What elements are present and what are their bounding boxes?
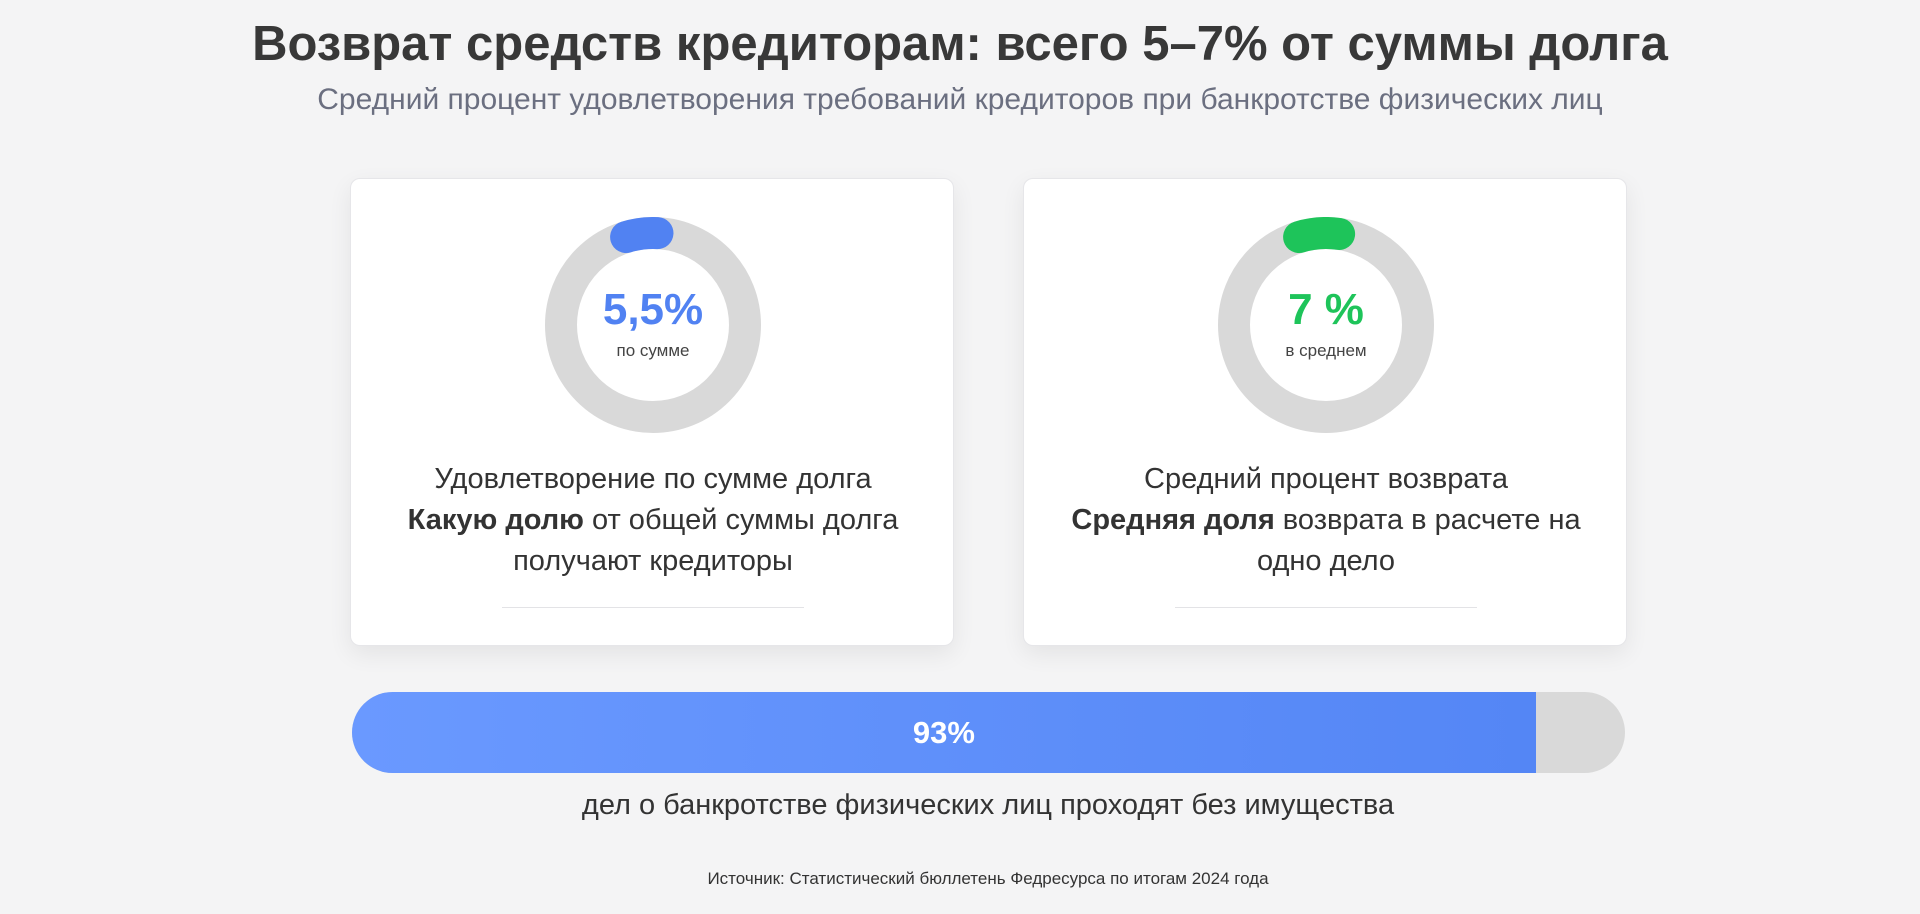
- progress-bar-track: 93%: [352, 692, 1625, 773]
- card-divider: [1175, 607, 1477, 608]
- card-detail-bold: Какую долю: [407, 504, 584, 536]
- donut-svg: [545, 217, 761, 433]
- donut-arc: [1218, 217, 1434, 433]
- progress-bar-caption: дел о банкротстве физических лиц проходя…: [581, 789, 1395, 821]
- stat-card-debt-sum: 5,5% по сумме Удовлетворение по сумме до…: [350, 178, 954, 646]
- donut-chart-debt-sum: 5,5% по сумме: [545, 217, 761, 433]
- card-divider: [502, 607, 804, 608]
- progress-bar-fill: 93%: [352, 692, 1536, 773]
- card-heading: Средний процент возврата: [1144, 463, 1508, 495]
- donut-chart-average: 7 % в среднем: [1218, 217, 1434, 433]
- card-detail-rest: возврата в расчете на одно дело: [1256, 504, 1581, 577]
- page-subtitle: Средний процент удовлетворения требовани…: [317, 83, 1603, 116]
- donut-value-label: 7 %: [1288, 285, 1364, 334]
- donut-arc: [545, 217, 761, 433]
- card-detail: Какую долю от общей суммы долга получают…: [391, 500, 915, 582]
- stat-card-average: 7 % в среднем Средний процент возврата С…: [1023, 178, 1627, 646]
- source-note: Источник: Статистический бюллетень Федре…: [707, 869, 1269, 888]
- card-description: Удовлетворение по сумме долга Какую долю…: [391, 459, 915, 582]
- card-description: Средний процент возврата Средняя доля во…: [1064, 459, 1588, 582]
- card-heading: Удовлетворение по сумме долга: [434, 463, 872, 495]
- donut-value-label: 5,5%: [602, 285, 704, 334]
- card-detail-rest: от общей суммы долга получают кредиторы: [513, 504, 899, 577]
- donut-caption: в среднем: [1285, 341, 1367, 360]
- progress-bar-label: 93%: [912, 714, 975, 750]
- donut-caption: по сумме: [616, 341, 690, 360]
- page-title: Возврат средств кредиторам: всего 5–7% о…: [252, 17, 1668, 71]
- card-detail-bold: Средняя доля: [1071, 504, 1275, 536]
- donut-svg: [1218, 217, 1434, 433]
- card-detail: Средняя доля возврата в расчете на одно …: [1064, 500, 1588, 582]
